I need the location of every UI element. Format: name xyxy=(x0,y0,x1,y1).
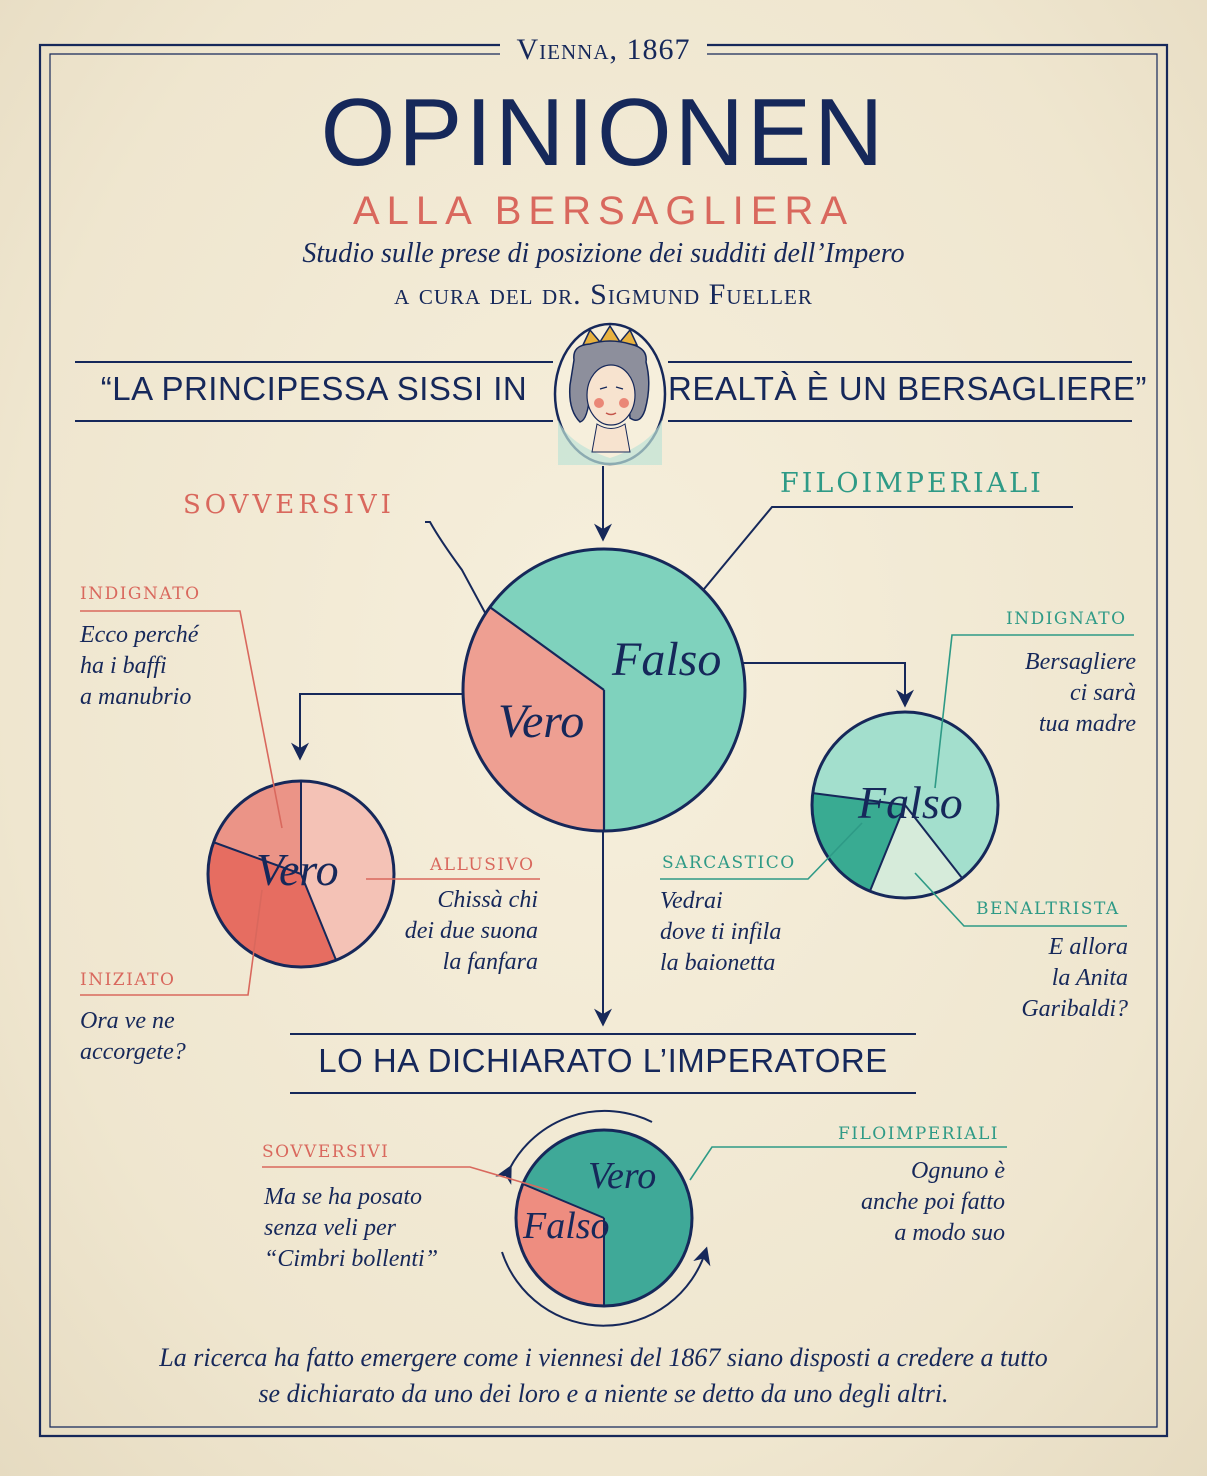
main-opinion-pie xyxy=(461,547,747,833)
study-description: Studio sulle prese di posizione dei sudd… xyxy=(302,238,905,269)
vero-leader-lines xyxy=(80,610,540,996)
vero-tag-allusivo: ALLUSIVO xyxy=(430,855,535,875)
page-subtitle: ALLA BERSAGLIERA xyxy=(352,189,855,233)
vero-note-indignato: Ecco perché ha i baffi a manubrio xyxy=(80,622,199,710)
vero-pie-indignato-slice xyxy=(213,780,301,874)
label-sovversivi: SOVVERSIVI xyxy=(183,490,395,520)
vero-sub-pie xyxy=(206,779,396,969)
conclusion-text: La ricerca ha fatto emergere come i vien… xyxy=(159,1343,1048,1408)
emperor-pie xyxy=(495,1109,711,1327)
vero-tag-indignato: INDIGNATO xyxy=(80,584,201,604)
vero-pie-label: Vero xyxy=(256,844,339,895)
falso-tag-sarcastico: SARCASTICO xyxy=(662,853,796,873)
main-pie-slice-edges xyxy=(489,606,606,831)
page-title: OPINIONEN xyxy=(320,79,887,186)
emperor-heading-rules xyxy=(290,1033,916,1094)
quote-left: “LA PRINCIPESSA SISSI IN xyxy=(100,370,528,407)
quote-right: REALTÀ È UN BERSAGLIERE” xyxy=(668,370,1148,407)
falso-tag-benaltrista: BENALTRISTA xyxy=(976,899,1120,919)
emperor-note-filoimperiali: Ognuno è anche poi fatto a modo suo xyxy=(861,1158,1005,1246)
vero-pie-iniziato-slice xyxy=(207,842,336,968)
main-pie-falso-label: Falso xyxy=(612,633,722,686)
emperor-tag-sovversivi: SOVVERSIVI xyxy=(262,1142,390,1162)
vero-tag-iniziato: INIZIATO xyxy=(80,970,176,990)
emperor-heading: LO HA DICHIARATO L’IMPERATORE xyxy=(318,1042,888,1079)
falso-note-indignato: Bersagliere ci sarà tua madre xyxy=(1024,649,1136,737)
place-date: Vienna, 1867 xyxy=(516,33,691,66)
double-frame xyxy=(38,43,1169,1438)
emperor-tag-filoimperiali: FILOIMPERIALI xyxy=(838,1124,1000,1144)
falso-sub-pie xyxy=(810,710,1000,900)
flow-arrows xyxy=(291,466,1073,1027)
falso-pie-label: Falso xyxy=(858,777,963,828)
study-author: a cura del dr. Sigmund Fueller xyxy=(394,278,813,311)
falso-tag-indignato: INDIGNATO xyxy=(1006,609,1127,629)
emperor-leader-lines xyxy=(262,1146,1007,1191)
emperor-pie-falso-label: Falso xyxy=(523,1205,610,1247)
emperor-note-sovversivi: Ma se ha posato senza veli per “Cimbri b… xyxy=(264,1184,439,1272)
empress-portrait xyxy=(553,322,667,466)
falso-pie-benaltrista-slice xyxy=(870,805,962,898)
vero-note-allusivo: Chissà chi dei due suona la fanfara xyxy=(404,887,538,975)
falso-note-benaltrista: E allora la Anita Garibaldi? xyxy=(1021,934,1128,1022)
falso-note-sarcastico: Vedrai dove ti infila la baionetta xyxy=(660,888,782,976)
main-pie-vero-label: Vero xyxy=(498,695,585,748)
emperor-pie-vero-label: Vero xyxy=(588,1155,657,1197)
vero-note-iniziato: Ora ve ne accorgete? xyxy=(80,1008,186,1065)
falso-leader-lines xyxy=(660,634,1134,927)
falso-pie-sarcastico-slice xyxy=(811,793,905,891)
quote-rules xyxy=(75,361,1132,422)
main-pie-vero-slice xyxy=(462,607,604,831)
label-filoimperiali: FILOIMPERIALI xyxy=(780,468,1044,499)
